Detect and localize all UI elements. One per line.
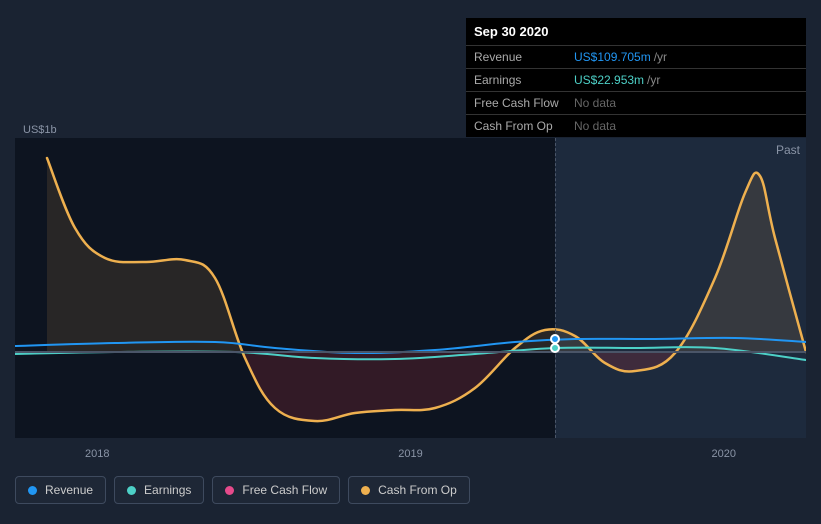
legend-label: Free Cash Flow: [242, 483, 327, 497]
tooltip-row-value: US$109.705m: [574, 50, 651, 64]
tooltip-row-suffix: /yr: [654, 50, 667, 64]
plot-area[interactable]: Past: [15, 138, 806, 438]
tooltip-row: Cash From OpNo data: [466, 115, 806, 137]
legend-swatch: [225, 486, 234, 495]
legend-item-cash-from-op[interactable]: Cash From Op: [348, 476, 470, 504]
tooltip-row-label: Revenue: [474, 50, 574, 64]
data-tooltip: Sep 30 2020 RevenueUS$109.705m/yrEarning…: [466, 18, 806, 137]
x-axis: 2018 2019 2020: [15, 448, 806, 460]
cursor-marker-earnings: [550, 343, 560, 353]
y-axis-tick-label: US$1b: [23, 124, 57, 136]
tooltip-row-suffix: /yr: [647, 73, 660, 87]
tooltip-row: EarningsUS$22.953m/yr: [466, 69, 806, 92]
tooltip-row-label: Cash From Op: [474, 119, 574, 133]
tooltip-row-value: No data: [574, 96, 616, 110]
legend-swatch: [28, 486, 37, 495]
zero-gridline: [15, 351, 806, 353]
x-axis-tick-label: 2019: [398, 448, 422, 460]
tooltip-row: Free Cash FlowNo data: [466, 92, 806, 115]
tooltip-row-label: Earnings: [474, 73, 574, 87]
x-axis-tick-label: 2018: [85, 448, 109, 460]
tooltip-date: Sep 30 2020: [466, 18, 806, 46]
chart-legend: Revenue Earnings Free Cash Flow Cash From O…: [15, 476, 470, 504]
tooltip-row-value: No data: [574, 119, 616, 133]
legend-item-free-cash-flow[interactable]: Free Cash Flow: [212, 476, 340, 504]
tooltip-row-label: Free Cash Flow: [474, 96, 574, 110]
chart-svg: [15, 138, 806, 438]
legend-label: Cash From Op: [378, 483, 457, 497]
x-axis-tick-label: 2020: [712, 448, 736, 460]
legend-item-revenue[interactable]: Revenue: [15, 476, 106, 504]
legend-swatch: [127, 486, 136, 495]
legend-label: Revenue: [45, 483, 93, 497]
cursor-vertical-line: [555, 138, 556, 438]
tooltip-row: RevenueUS$109.705m/yr: [466, 46, 806, 69]
legend-item-earnings[interactable]: Earnings: [114, 476, 204, 504]
legend-swatch: [361, 486, 370, 495]
past-region-label: Past: [776, 143, 800, 157]
financials-chart[interactable]: US$1bUS$0-US$400m Past 201820192020 Reve…: [15, 118, 806, 504]
tooltip-row-value: US$22.953m: [574, 73, 644, 87]
legend-label: Earnings: [144, 483, 191, 497]
